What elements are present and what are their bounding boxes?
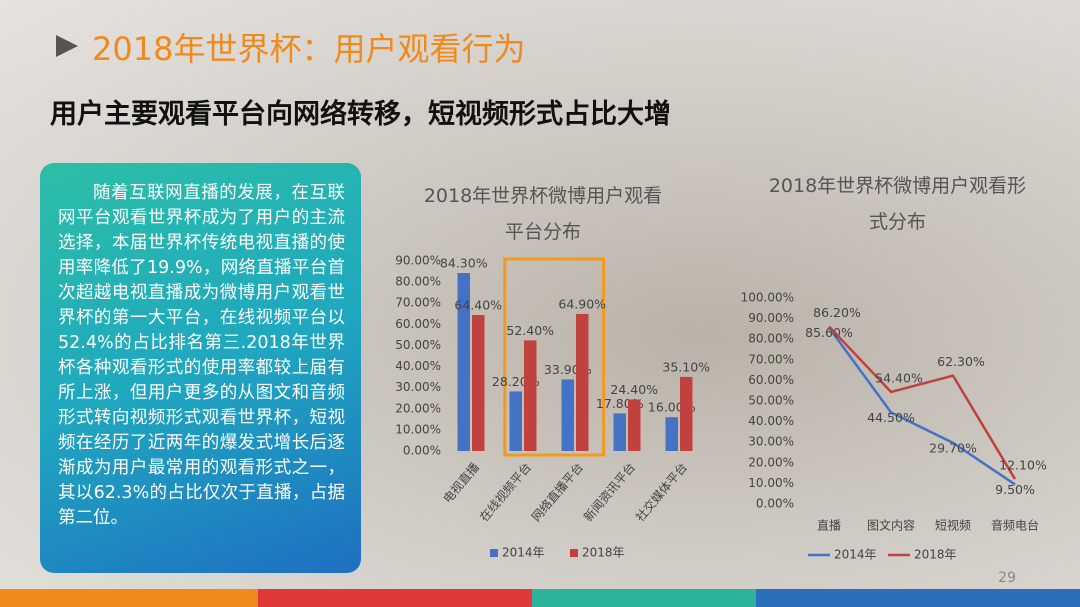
page-number: 29 <box>998 570 1016 586</box>
legend-swatch <box>570 549 578 557</box>
subtitle: 用户主要观看平台向网络转移，短视频形式占比大增 <box>50 99 671 130</box>
stripe <box>532 589 756 607</box>
y-tick-label: 90.00% <box>395 254 441 268</box>
y-tick-label: 50.00% <box>395 338 441 352</box>
y-tick-label: 10.00% <box>395 422 441 436</box>
legend-label: 2014年 <box>834 548 877 562</box>
value-label: 12.10% <box>999 458 1047 473</box>
x-tick-label: 电视直播 <box>440 460 482 506</box>
bar <box>680 376 693 451</box>
y-tick-label: 20.00% <box>748 455 794 469</box>
bar <box>509 391 522 451</box>
bar <box>524 340 537 451</box>
value-label: 64.90% <box>558 296 606 311</box>
value-label: 52.40% <box>506 323 554 338</box>
value-label: 86.20% <box>813 305 861 320</box>
x-tick-label: 直播 <box>817 519 841 533</box>
stripe <box>756 589 1080 607</box>
y-tick-label: 50.00% <box>748 394 794 408</box>
line <box>828 325 1017 480</box>
y-tick-label: 100.00% <box>741 291 794 305</box>
y-tick-label: 80.00% <box>395 275 441 289</box>
chart-title: 2018年世界杯微博用户观看形式分布 <box>768 175 1027 233</box>
value-label: 62.30% <box>937 354 985 369</box>
bar <box>665 417 678 451</box>
y-tick-label: 30.00% <box>748 435 794 449</box>
x-tick-label: 图文内容 <box>867 518 915 533</box>
y-tick-label: 80.00% <box>748 332 794 346</box>
value-label: 35.10% <box>662 359 710 374</box>
title: 2018年世界杯：用户观看行为 <box>92 30 526 68</box>
bar <box>576 313 589 451</box>
legend-label: 2018年 <box>914 548 957 562</box>
legend-label: 2014年 <box>502 546 545 560</box>
bar <box>561 379 574 451</box>
y-tick-label: 70.00% <box>748 352 794 366</box>
y-tick-label: 0.00% <box>403 444 441 458</box>
y-tick-label: 70.00% <box>395 296 441 310</box>
x-tick-label: 社交媒体平台 <box>632 460 690 525</box>
stripe <box>258 589 532 607</box>
stripe <box>0 589 258 607</box>
y-tick-label: 0.00% <box>756 497 794 511</box>
x-tick-label: 音频电台 <box>991 518 1039 533</box>
value-label: 84.30% <box>440 256 488 271</box>
text-box: 随着互联网直播的发展，在互联网平台观看世界杯成为了用户的主流选择，本届世界杯传统… <box>40 163 361 573</box>
legend-swatch <box>490 549 498 557</box>
value-label: 64.40% <box>454 298 502 313</box>
y-tick-label: 60.00% <box>748 373 794 387</box>
y-tick-label: 20.00% <box>395 401 441 415</box>
y-tick-label: 40.00% <box>748 414 794 428</box>
bar <box>472 315 485 451</box>
y-tick-label: 30.00% <box>395 380 441 394</box>
value-label: 85.60% <box>805 325 853 340</box>
value-label: 24.40% <box>610 382 658 397</box>
line <box>827 326 1016 486</box>
y-tick-label: 10.00% <box>748 476 794 490</box>
bar <box>613 413 626 451</box>
highlight-box <box>503 257 606 457</box>
legend-label: 2018年 <box>582 546 625 560</box>
x-tick-label: 新闻资讯平台 <box>580 460 638 525</box>
x-tick-label: 在线视频平台 <box>476 460 534 525</box>
y-tick-label: 90.00% <box>748 311 794 325</box>
value-label: 9.50% <box>995 482 1035 497</box>
bar <box>628 399 641 451</box>
title-marker <box>56 35 78 57</box>
bar <box>457 273 470 451</box>
y-tick-label: 40.00% <box>395 359 441 373</box>
x-tick-label: 短视频 <box>935 518 971 533</box>
chart-title: 2018年世界杯微博用户观看平台分布 <box>423 185 663 243</box>
value-label: 54.40% <box>875 370 923 385</box>
value-label: 44.50% <box>867 410 915 425</box>
value-label: 29.70% <box>929 440 977 455</box>
y-tick-label: 60.00% <box>395 317 441 331</box>
x-tick-label: 网络直播平台 <box>528 460 586 525</box>
